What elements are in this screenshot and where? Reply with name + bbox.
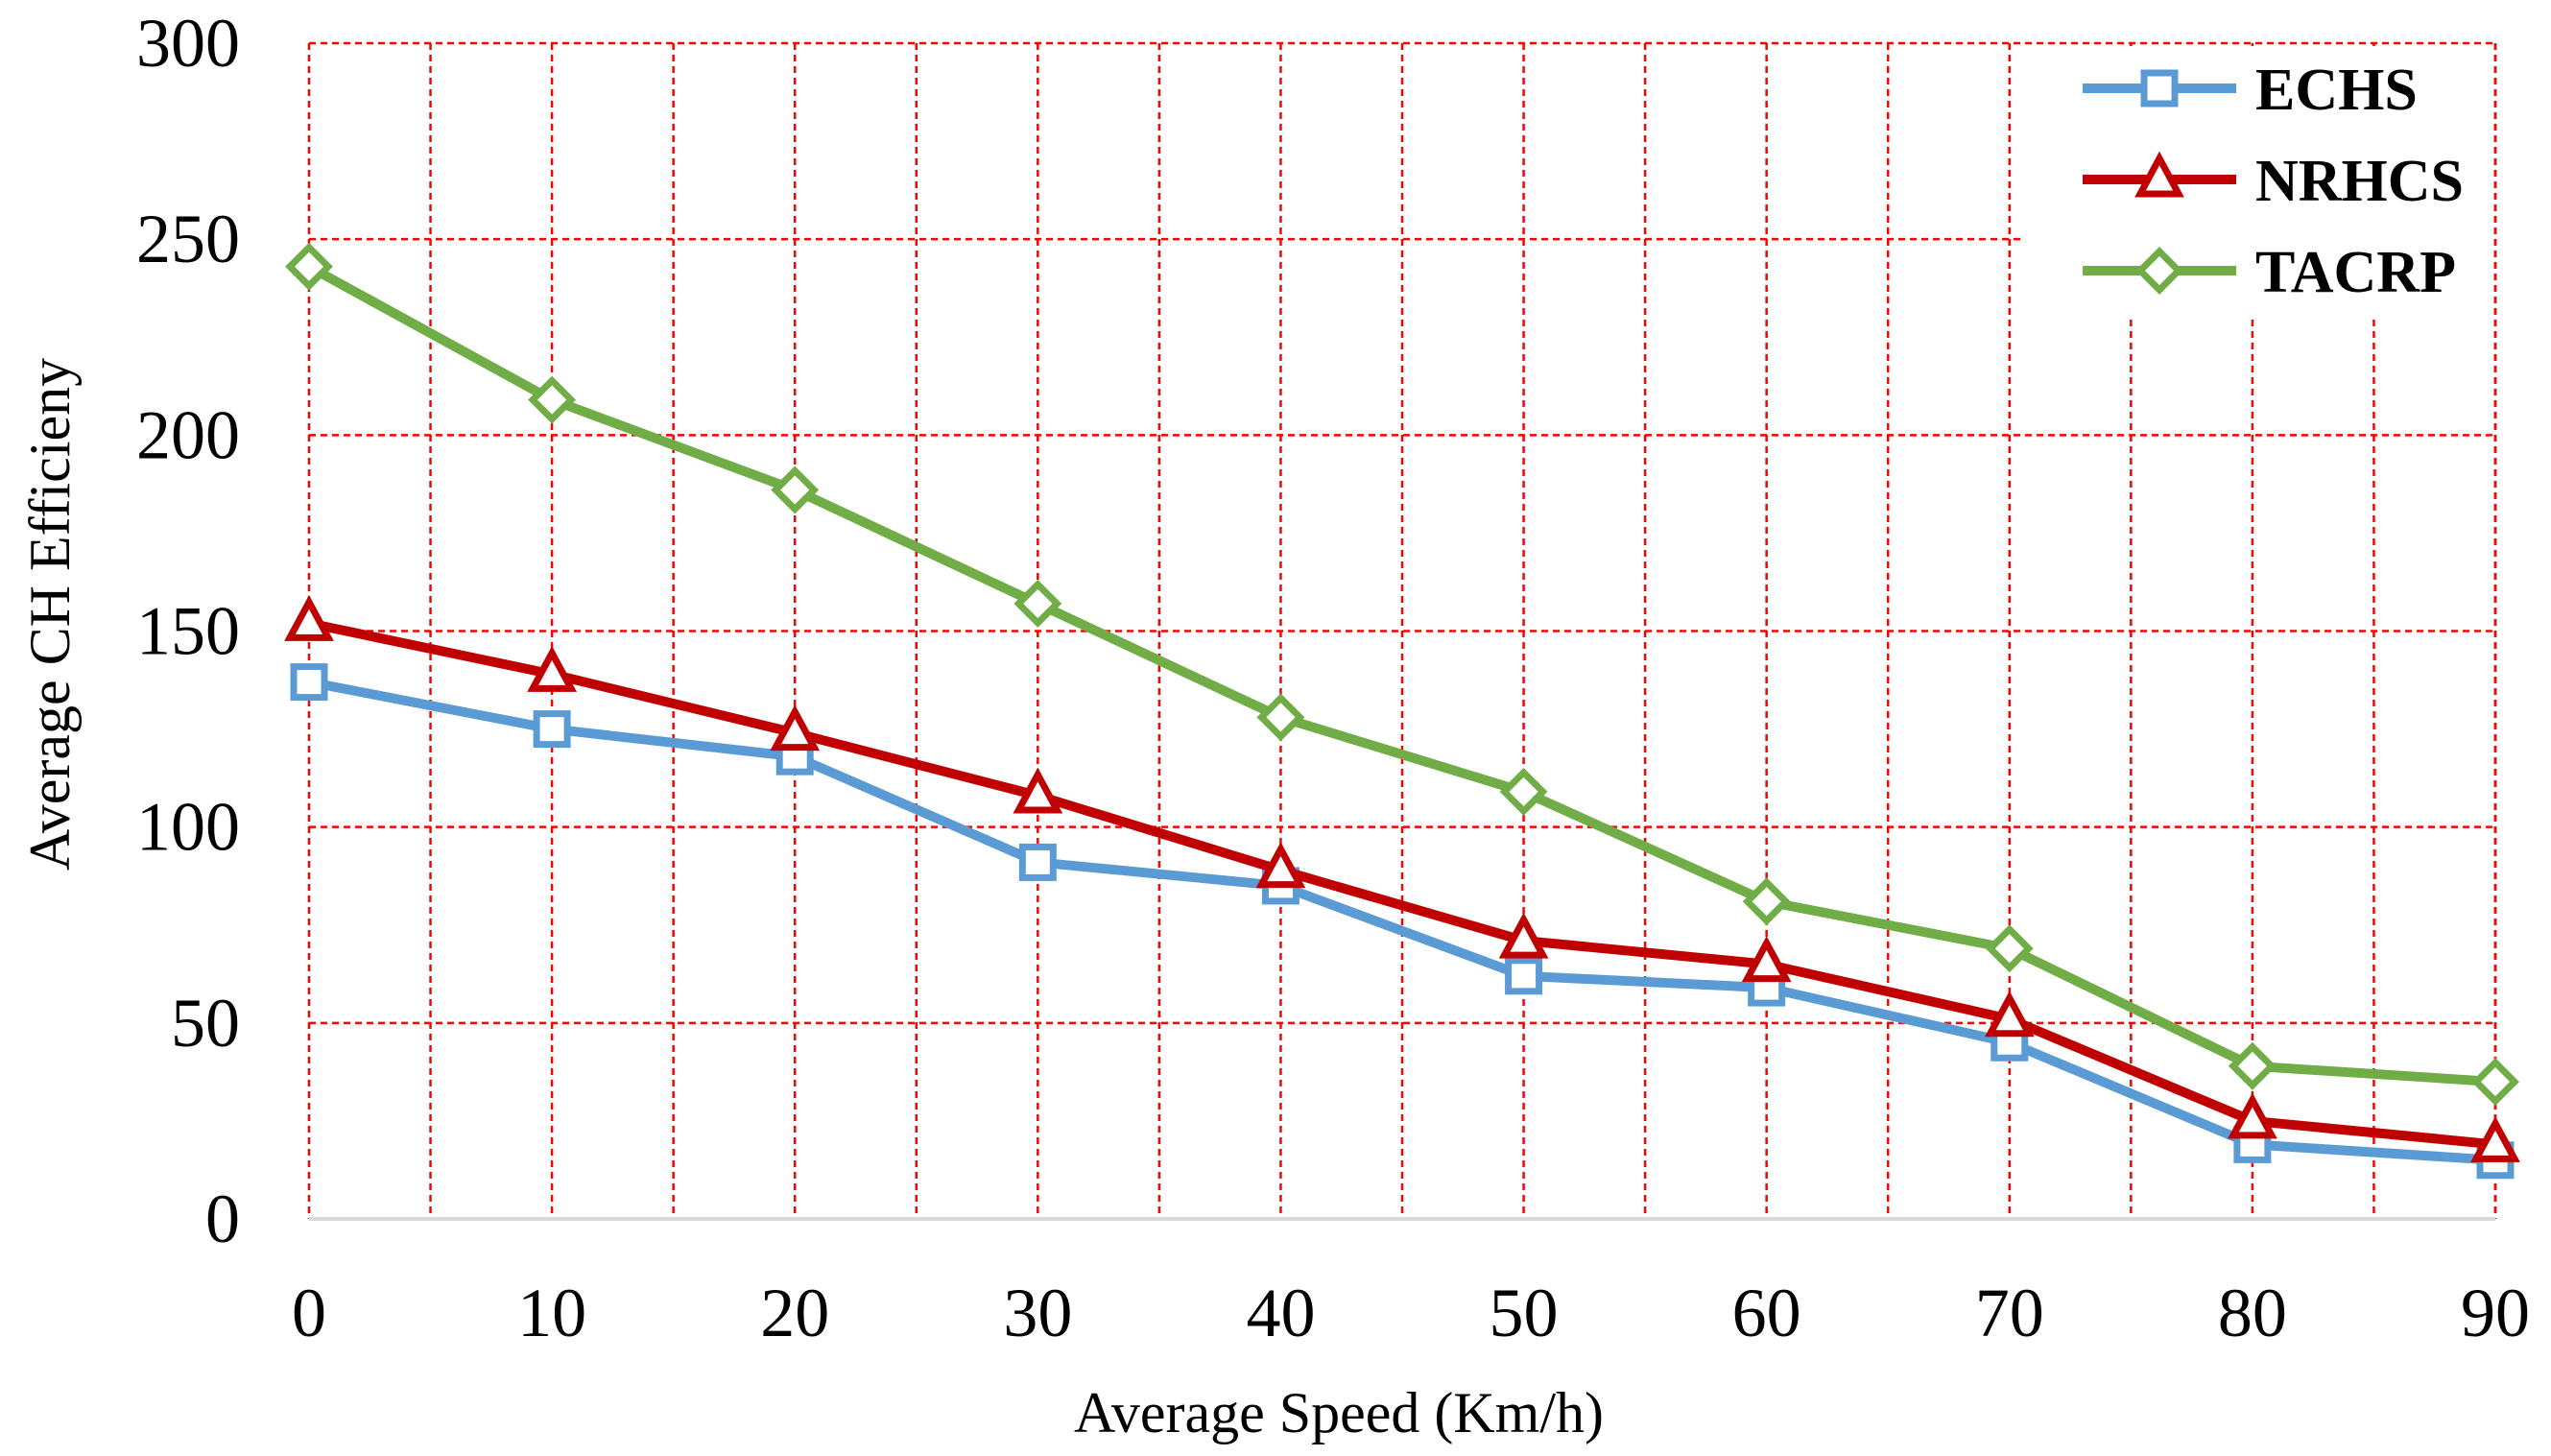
x-tick-label: 40: [1246, 1275, 1315, 1351]
series-nrhcs: [284, 594, 2520, 1162]
data-point: [1499, 767, 1548, 816]
series-line: [306, 262, 2496, 1087]
grid-lines: [307, 41, 2497, 1219]
data-point: [1013, 767, 1063, 814]
series-tacrp: [285, 242, 2519, 1107]
x-tick-label: 80: [2218, 1275, 2287, 1351]
data-point: [2228, 1041, 2277, 1090]
legend-item: TACRP: [2083, 240, 2456, 305]
legend-label: TACRP: [2255, 240, 2456, 305]
x-tick-labels: 0 10 20 30 40 50 60 70 80 90: [292, 1275, 2530, 1351]
x-tick-label: 60: [1732, 1275, 1801, 1351]
y-axis-label: Average CH Efficieny: [18, 358, 82, 871]
data-point: [1256, 693, 1305, 742]
legend-item: ECHS: [2083, 58, 2418, 123]
data-series: [284, 242, 2520, 1180]
legend-label: ECHS: [2255, 58, 2418, 123]
data-point: [1741, 936, 1792, 983]
x-tick-label: 10: [517, 1275, 586, 1351]
data-point: [2134, 151, 2184, 198]
data-point: [2470, 1116, 2520, 1162]
y-tick-label: 0: [205, 1181, 240, 1257]
y-tick-label: 50: [171, 985, 240, 1062]
data-point: [771, 465, 820, 514]
data-point: [1742, 877, 1791, 926]
x-axis-label: Average Speed (Km/h): [1074, 1381, 1604, 1444]
data-point: [1498, 912, 1549, 959]
legend-item: NRHCS: [2083, 149, 2464, 214]
data-point: [528, 375, 577, 424]
x-tick-label: 90: [2461, 1275, 2530, 1351]
data-point: [1985, 924, 2034, 973]
x-tick-label: 50: [1490, 1275, 1559, 1351]
x-tick-label: 70: [1975, 1275, 2044, 1351]
data-point: [1255, 842, 1306, 889]
legend-label: NRHCS: [2255, 149, 2464, 214]
y-tick-label: 200: [136, 396, 240, 473]
data-point: [770, 704, 821, 752]
x-tick-label: 20: [760, 1275, 829, 1351]
data-point: [285, 242, 333, 291]
data-point: [1505, 957, 1543, 995]
x-tick-label: 0: [292, 1275, 326, 1351]
series-line: [307, 618, 2496, 1150]
series-line: [308, 677, 2496, 1165]
data-point: [2228, 1092, 2277, 1139]
data-point: [1018, 843, 1057, 881]
data-point: [1013, 579, 1062, 628]
y-tick-label: 100: [136, 789, 240, 866]
data-point: [2140, 69, 2179, 107]
y-tick-label: 150: [136, 593, 240, 670]
y-tick-labels: 0 50 100 150 200 250 300: [136, 5, 240, 1257]
data-point: [2135, 247, 2183, 295]
data-point: [1984, 991, 2035, 1038]
y-tick-label: 250: [136, 201, 240, 277]
data-point: [527, 646, 577, 692]
y-tick-label: 300: [136, 5, 240, 82]
data-point: [533, 710, 571, 749]
data-point: [290, 663, 328, 702]
data-point: [2471, 1058, 2519, 1107]
data-point: [284, 594, 334, 641]
x-tick-label: 30: [1003, 1275, 1072, 1351]
legend: ECHS NRHCS TACRP: [2025, 46, 2493, 317]
